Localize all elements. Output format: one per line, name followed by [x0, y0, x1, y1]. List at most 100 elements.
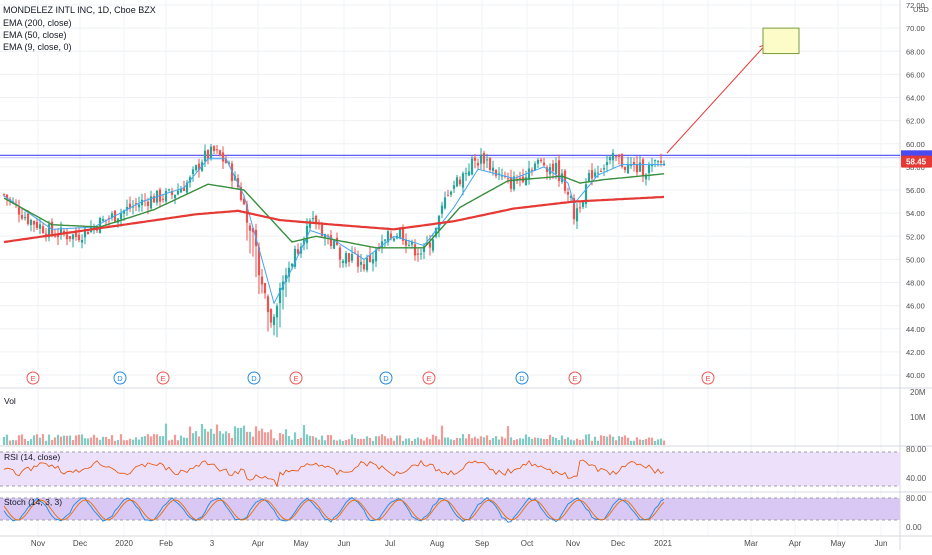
candle-body: [356, 254, 360, 267]
candle-body: [215, 149, 219, 151]
rsi-pane-label: RSI (14, close): [4, 452, 60, 462]
candle-body: [122, 210, 126, 214]
candle: [602, 164, 606, 177]
time-axis-label: Apr: [252, 539, 265, 548]
volume-bar: [359, 438, 363, 445]
volume-bar: [458, 438, 462, 445]
volume-bar: [443, 437, 447, 445]
candle-body: [518, 177, 522, 179]
candle-body: [380, 241, 384, 248]
candle-body: [443, 197, 447, 209]
dividend-marker[interactable]: D: [113, 371, 127, 385]
rsi-line[interactable]: [3, 459, 665, 488]
candle-body: [170, 191, 174, 195]
candle-body: [464, 173, 468, 175]
volume-bar: [395, 435, 399, 445]
candle-body: [383, 239, 387, 241]
candle: [473, 154, 477, 169]
indicator-ema200[interactable]: EMA (200, close): [3, 18, 72, 28]
candle: [128, 196, 132, 212]
dividend-marker[interactable]: D: [247, 371, 261, 385]
earnings-marker[interactable]: E: [156, 371, 170, 385]
earnings-marker[interactable]: E: [701, 371, 715, 385]
volume-bar: [557, 439, 561, 445]
volume-bar: [410, 440, 414, 445]
volume-bar: [80, 434, 84, 445]
volume-bar: [545, 439, 549, 445]
candle-body: [461, 173, 465, 188]
candle-body: [206, 150, 210, 159]
volume-bar: [257, 430, 261, 445]
projection-arrow[interactable]: [666, 43, 767, 154]
volume-bar: [653, 440, 657, 445]
candle-body: [512, 176, 516, 190]
stoch-k-line[interactable]: [3, 496, 665, 523]
volume-bar: [5, 434, 9, 445]
volume-bar: [419, 438, 423, 445]
volume-pane-label: Vol: [4, 396, 16, 406]
stoch-d-line[interactable]: [3, 499, 665, 521]
candle: [419, 248, 423, 260]
dividend-marker[interactable]: D: [515, 371, 529, 385]
volume-bar: [365, 436, 369, 445]
candle-body: [119, 213, 123, 220]
candle: [605, 155, 609, 173]
candle-body: [344, 253, 348, 264]
volume-bar: [284, 429, 288, 445]
candle-body: [182, 187, 186, 191]
volume-bar: [287, 436, 291, 445]
candle: [311, 210, 315, 223]
indicator-ema50[interactable]: EMA (50, close): [3, 30, 67, 40]
volume-bar: [311, 436, 315, 445]
candle: [74, 227, 78, 241]
indicator-ema9[interactable]: EMA (9, close, 0): [3, 42, 72, 52]
time-axis-label: Nov: [31, 539, 45, 548]
earnings-marker[interactable]: E: [289, 371, 303, 385]
volume-bar: [101, 436, 105, 445]
candle-body: [20, 215, 24, 219]
marker-circle: [156, 371, 170, 385]
candle: [467, 163, 471, 177]
volume-bar: [236, 427, 240, 445]
candle: [626, 156, 630, 174]
candle-body: [305, 225, 309, 243]
candle-body: [560, 173, 564, 183]
candle: [623, 166, 627, 173]
candle-body: [593, 172, 597, 177]
volume-bar: [260, 428, 264, 445]
candle-body: [605, 162, 609, 166]
volume-bar: [218, 431, 222, 445]
earnings-marker[interactable]: E: [26, 371, 40, 385]
volume-bar: [110, 435, 114, 445]
volume-bar: [620, 436, 624, 445]
price-tick-label: 62.00: [906, 117, 925, 126]
volume-bar: [221, 433, 225, 445]
volume-bar: [656, 439, 660, 445]
marker-circle: [515, 371, 529, 385]
volume-bar: [452, 440, 456, 445]
earnings-marker[interactable]: E: [568, 371, 582, 385]
candle-body: [590, 170, 594, 179]
candle: [209, 143, 213, 161]
candle-body: [230, 163, 234, 182]
candle: [77, 227, 81, 243]
candle: [194, 164, 198, 172]
time-axis-label: Feb: [159, 539, 173, 548]
ema50-line[interactable]: [3, 173, 665, 249]
candle: [596, 165, 600, 178]
volume-bar: [611, 436, 615, 445]
target-zone-box[interactable]: [762, 27, 800, 55]
candle: [266, 294, 270, 332]
earnings-marker[interactable]: E: [422, 371, 436, 385]
volume-bar: [506, 426, 510, 445]
dividend-marker[interactable]: D: [379, 371, 393, 385]
volume-bar: [38, 437, 42, 445]
volume-bar: [323, 440, 327, 445]
candle-body: [620, 153, 624, 167]
ema200-line[interactable]: [3, 195, 665, 244]
volume-bar: [416, 437, 420, 445]
candle-body: [452, 185, 456, 189]
volume-bar: [11, 439, 15, 445]
